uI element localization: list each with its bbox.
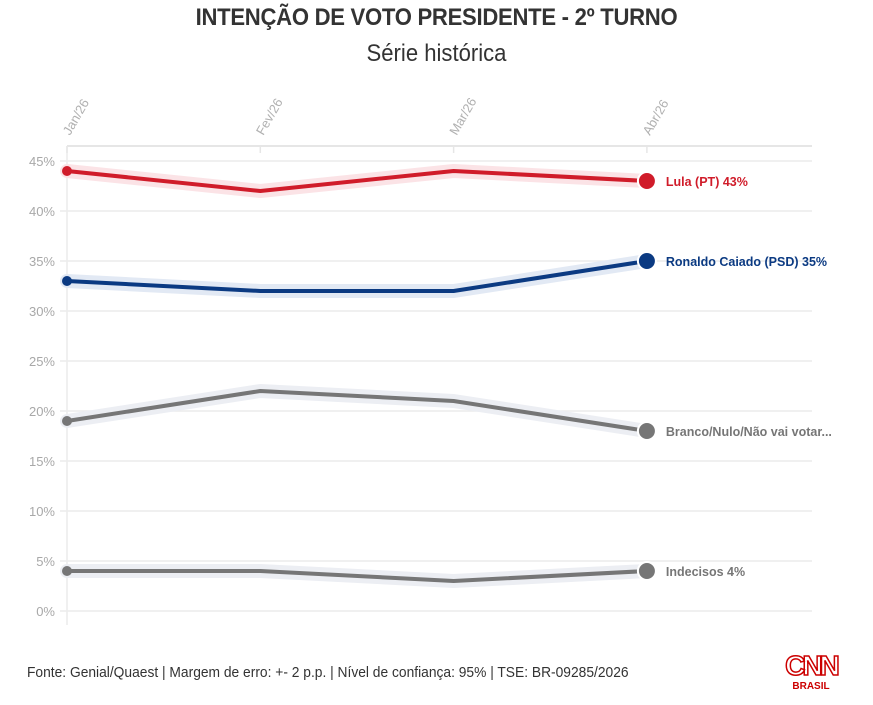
chart-subtitle: Série histórica: [366, 40, 507, 67]
end-point: [636, 171, 657, 191]
series-end-label: Branco/Nulo/Não vai votar...: [666, 425, 832, 439]
data-point: [62, 276, 72, 286]
series-line: [66, 389, 648, 433]
y-axis: 0% 5% 10% 15% 20% 25% 30% 35% 40% 45%: [29, 154, 55, 619]
series-labels: Lula (PT) 43% Ronaldo Caiado (PSD) 35% Bra…: [666, 175, 832, 579]
series-3: [60, 561, 657, 588]
y-tick-label: 30%: [29, 304, 55, 319]
logo-brasil-text: BRASIL: [792, 681, 830, 692]
x-tick-label: Fev/26: [253, 96, 286, 138]
series-line: [67, 569, 648, 583]
end-point: [636, 561, 657, 581]
series-1: [60, 251, 657, 298]
data-point: [62, 416, 72, 426]
y-tick-label: 10%: [29, 504, 55, 519]
y-tick-label: 20%: [29, 404, 55, 419]
chart-title: INTENÇÃO DE VOTO PRESIDENTE - 2º TURNO: [195, 4, 678, 31]
x-axis: Jan/26 Fev/26 Mar/26 Abr/26: [60, 95, 672, 153]
source-footnote: Fonte: Genial/Quaest | Margem de erro: +…: [27, 664, 629, 681]
data-point: [62, 166, 72, 176]
y-tick-label: 5%: [36, 554, 55, 569]
cnn-brasil-logo: CNN BRASIL: [780, 650, 842, 696]
y-tick-label: 15%: [29, 454, 55, 469]
logo-cnn-text: CNN: [784, 650, 840, 681]
x-tick-label: Jan/26: [60, 96, 93, 137]
series-end-label: Indecisos 4%: [666, 565, 745, 579]
grid-lines: [60, 145, 812, 625]
y-tick-label: 45%: [29, 154, 55, 169]
y-tick-label: 40%: [29, 204, 55, 219]
y-tick-label: 35%: [29, 254, 55, 269]
series-0: [60, 164, 657, 198]
line-chart: Jan/26 Fev/26 Mar/26 Abr/26 0% 5% 10% 15% 20% 25…: [29, 95, 832, 625]
data-point: [62, 566, 72, 576]
series-2: [60, 384, 657, 441]
end-point: [636, 421, 657, 441]
y-tick-label: 25%: [29, 354, 55, 369]
series-line: [66, 169, 648, 193]
y-tick-label: 0%: [36, 604, 55, 619]
x-tick-label: Abr/26: [640, 97, 672, 138]
end-point: [636, 251, 657, 271]
series-end-label: Ronaldo Caiado (PSD) 35%: [666, 255, 827, 269]
series-end-label: Lula (PT) 43%: [666, 175, 748, 189]
series-group: [60, 164, 657, 588]
series-line: [66, 259, 648, 293]
x-tick-label: Mar/26: [446, 95, 479, 138]
